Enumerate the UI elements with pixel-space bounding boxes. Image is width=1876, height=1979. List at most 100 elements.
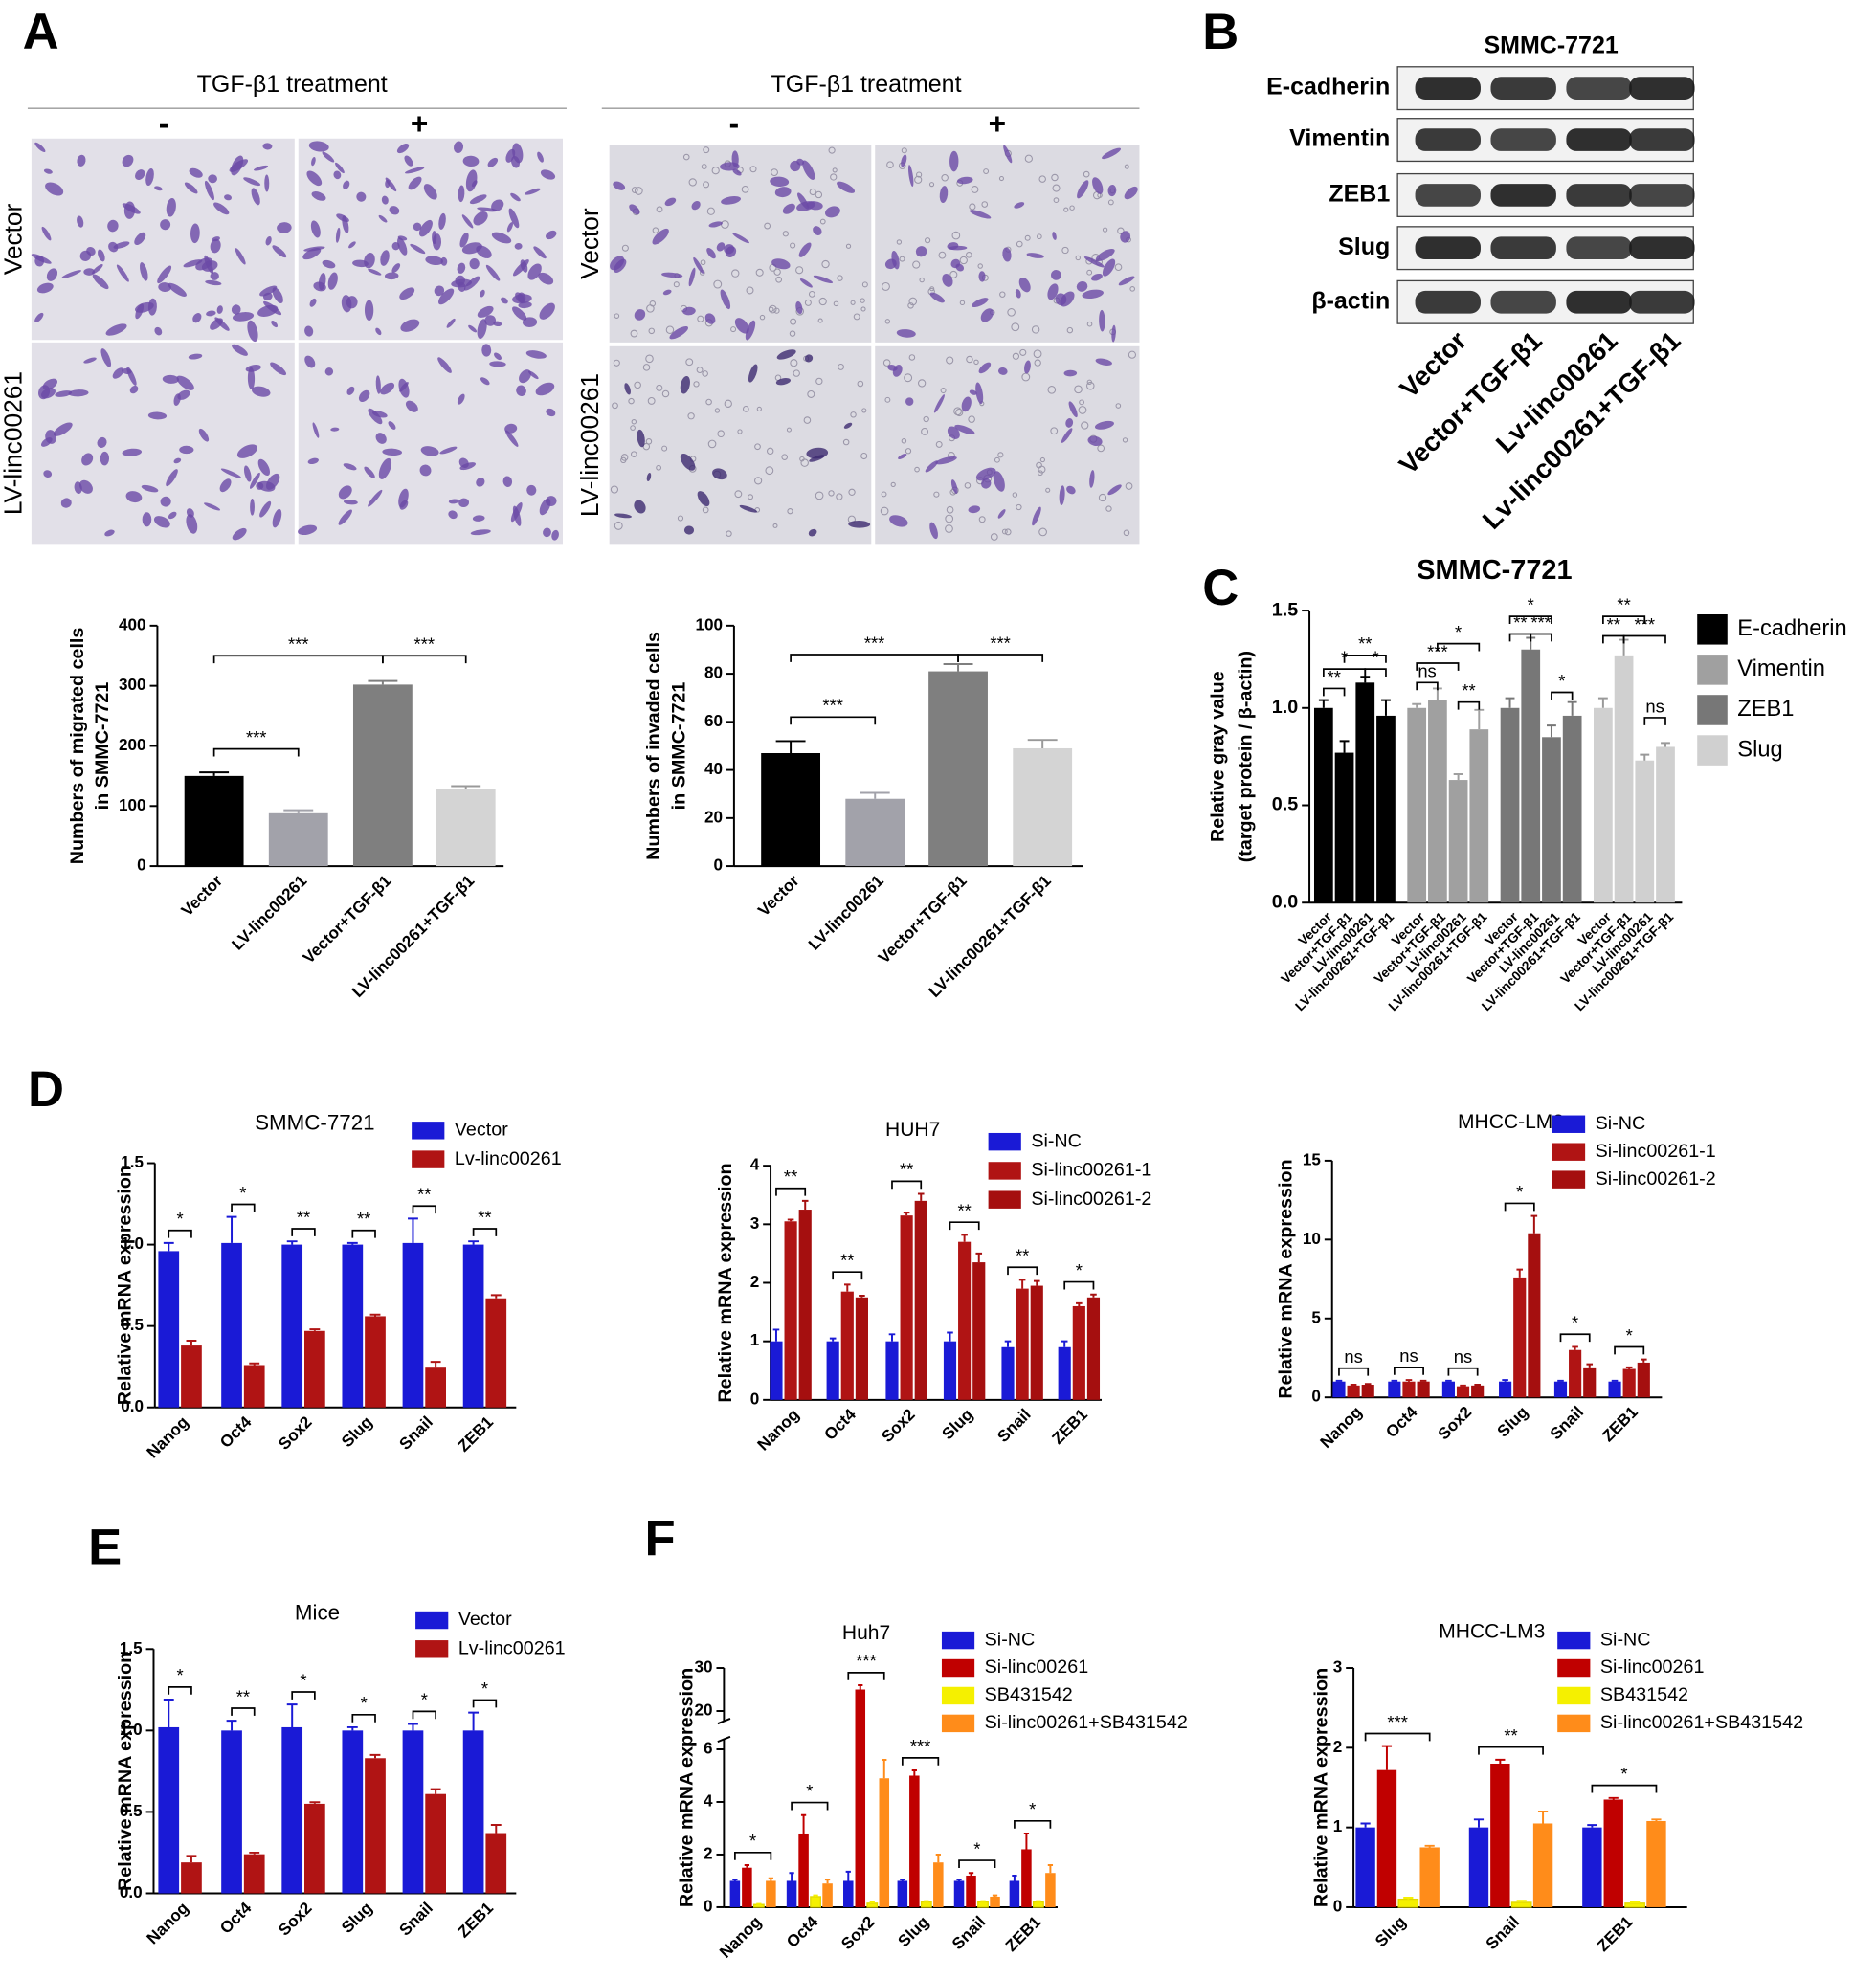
pore [772,523,778,528]
pore [977,263,983,269]
y-axis-label: Numbers of invaded cells [643,632,664,860]
cell [160,219,171,231]
legend-label: Si-linc00261-2 [1031,1189,1151,1210]
bar [184,775,244,867]
pore [646,304,655,313]
bar [1510,1901,1532,1908]
x-tick-label: Nanog [144,1412,192,1461]
significance-label: * [1029,1799,1036,1819]
cell [1111,324,1116,343]
blot-band [1629,128,1695,151]
cell [457,393,465,405]
pore [789,330,796,337]
bar [1562,715,1582,903]
pore [994,456,1000,463]
y-tick-label: 5 [1311,1308,1321,1326]
bar [1376,1769,1397,1907]
x-tick-label: Slug [939,1406,977,1444]
blot-title: SMMC-7721 [1485,32,1619,58]
blot-band [1566,290,1632,314]
pore [908,354,916,361]
cell [891,251,900,270]
error-bar [1432,687,1442,700]
cell [375,433,387,444]
error-bar [859,1294,865,1298]
chart-title: SMMC-7721 [1417,555,1572,586]
error-bar [163,1699,174,1727]
pore [793,369,800,377]
cell [404,167,425,174]
significance-label: ** [357,1209,370,1229]
error-bar [369,1753,381,1759]
cell [250,472,260,489]
bar [920,1901,932,1908]
pore [978,516,986,523]
bar [766,1880,776,1907]
significance-bracket [168,1686,192,1695]
bar [181,1345,202,1408]
bar [342,1244,364,1408]
pore [661,445,668,452]
error-bar [1350,1384,1357,1386]
y-tick-label: 0 [750,1390,760,1408]
y-tick-label: 0.5 [121,1316,144,1334]
cell [458,457,469,469]
significance-bracket [1591,1784,1658,1793]
cell [129,385,139,394]
x-tick-label: Snail [949,1913,989,1953]
cell [546,230,557,240]
pore [860,306,866,312]
pore [1115,403,1122,409]
cell [391,263,401,274]
cell [1015,289,1021,299]
cell [613,181,626,190]
cell [739,504,758,513]
cell [45,430,57,444]
legend-swatch [1557,1714,1591,1733]
error-bar [1335,1379,1343,1382]
bar [966,1875,976,1907]
cell [484,315,497,326]
pore [1114,263,1123,271]
y-axis-label: Relative gray value [1208,671,1229,842]
pore [697,315,704,322]
cell [1066,485,1076,495]
pore [768,306,774,313]
x-tick-label: Sox2 [1435,1403,1475,1443]
pore [1069,205,1075,211]
pore [700,259,706,266]
cell [664,197,677,207]
cell [1047,283,1059,300]
cell [247,320,258,343]
bar [462,1730,484,1894]
cell [459,233,469,248]
pore [1061,246,1069,255]
pore [661,389,670,398]
significance-label: * [177,1209,184,1229]
pore [799,456,805,462]
cell [438,212,446,230]
error-bar [968,1872,974,1876]
pore [1075,255,1081,261]
cell [1118,276,1135,286]
y-tick-label: 0.0 [120,1883,143,1901]
y-tick-label: 300 [119,676,146,694]
y-tick-label: 0.5 [120,1802,143,1820]
x-tick-label: Nanog [144,1899,192,1947]
x-tick-label: Oct4 [821,1405,860,1444]
row-label: LV-linc00261 [0,371,28,515]
legend-label: Si-NC [1596,1113,1646,1134]
pore [786,427,792,433]
cell [614,513,633,519]
chart-title: HUH7 [885,1119,940,1141]
cell [489,361,506,367]
blot-band [1566,128,1632,151]
cell [213,202,230,215]
significance-bracket [382,655,467,664]
pore [945,524,953,533]
error-bar [430,1361,441,1368]
cell [546,408,556,417]
cell [1024,360,1031,374]
cell [42,378,58,390]
error-bar [1424,1844,1435,1848]
